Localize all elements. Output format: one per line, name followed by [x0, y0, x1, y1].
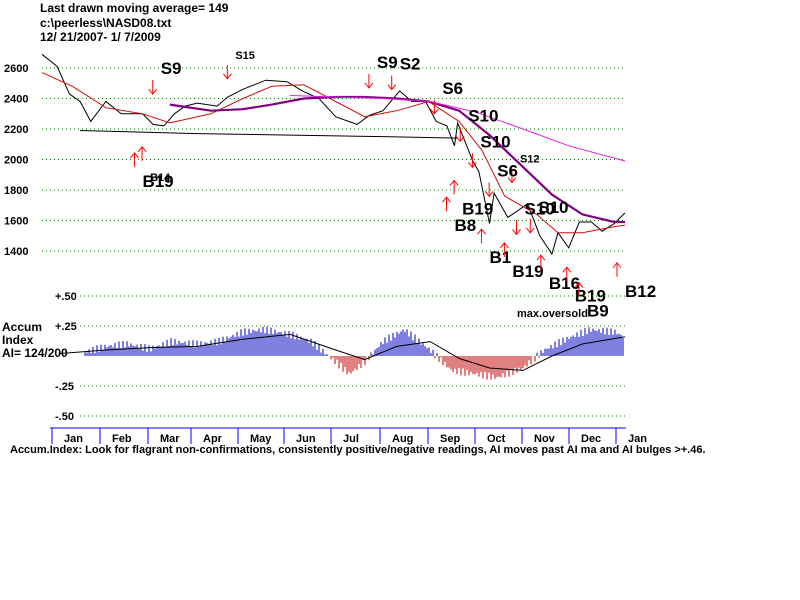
signal-arrow-head — [222, 73, 232, 80]
month-label: Jan — [64, 433, 83, 445]
price-tick-label: 2000 — [4, 155, 28, 167]
price-series-line-4 — [80, 130, 458, 139]
ai-moving-average-line — [58, 333, 626, 371]
signal-arrow-head — [442, 196, 451, 203]
signal-label: B19 — [462, 199, 493, 218]
signal-label: S6 — [497, 161, 518, 180]
signal-label: B19 — [575, 286, 606, 305]
signal-arrow-head — [499, 242, 509, 249]
month-label: Jan — [628, 433, 647, 445]
footer-note: Accum.Index: Look for flagrant non-confi… — [10, 444, 706, 456]
signal-label: B12 — [625, 282, 656, 301]
price-series-line-1 — [41, 72, 626, 234]
signal-label: B19 — [512, 262, 543, 281]
chart-header-line3: 12/ 21/2007- 1/ 7/2009 — [40, 30, 161, 44]
signal-arrow-head — [137, 146, 147, 153]
signal-arrow-head — [512, 229, 521, 236]
signal-label: S15 — [235, 50, 255, 62]
ai-tick-label: +.25 — [55, 321, 77, 333]
price-tick-label: 2200 — [4, 124, 28, 136]
signal-arrow-head — [455, 136, 465, 143]
signal-label: S2 — [400, 55, 421, 74]
ai-tick-label: +.50 — [55, 291, 77, 303]
signal-arrow-head — [612, 261, 622, 269]
month-label: Nov — [534, 433, 556, 445]
month-label: Jun — [296, 433, 316, 445]
signal-arrow-head — [525, 227, 535, 234]
signal-label: S9 — [161, 59, 182, 78]
signal-label: S12 — [520, 154, 540, 166]
signal-arrow-head — [130, 152, 139, 159]
price-tick-label: 1400 — [4, 246, 28, 258]
month-label: Jul — [343, 433, 359, 445]
signal-arrow-head — [148, 88, 158, 95]
signal-label: S10 — [468, 106, 498, 125]
signal-arrow-head — [429, 108, 439, 115]
price-tick-label: 2400 — [4, 94, 28, 106]
accum-label: Accum — [2, 320, 42, 334]
signal-label: B19 — [142, 172, 173, 191]
ai-tick-label: -.25 — [55, 381, 74, 393]
price-series-line-3 — [290, 95, 626, 162]
signal-label: B16 — [549, 274, 580, 293]
price-tick-label: 2600 — [4, 63, 28, 75]
month-label: Apr — [203, 433, 223, 445]
price-series-line-0 — [41, 53, 626, 256]
signal-label: S10 — [538, 198, 568, 217]
signal-arrow-head — [477, 228, 486, 235]
signal-arrow-head — [562, 266, 572, 273]
signal-arrow-head — [574, 281, 584, 288]
signal-arrow-head — [364, 82, 374, 89]
month-label: Dec — [581, 433, 601, 445]
signal-arrow-head — [507, 177, 517, 184]
signal-label: B8 — [455, 216, 477, 235]
index-label: Index — [2, 333, 34, 347]
signal-arrow-head — [536, 254, 546, 261]
signal-arrow-head — [468, 161, 477, 169]
signal-label: B9 — [587, 302, 609, 321]
month-label: Feb — [112, 433, 132, 445]
month-label: Mar — [160, 433, 180, 445]
signal-label: S6 — [442, 79, 463, 98]
month-label: May — [250, 433, 272, 445]
price-tick-label: 1600 — [4, 216, 28, 228]
month-label: Oct — [487, 433, 506, 445]
ai-tick-label: -.50 — [55, 411, 74, 423]
signal-label: B14 — [150, 172, 171, 184]
signal-label: S10 — [525, 199, 555, 218]
signal-arrow-head — [449, 179, 459, 186]
signal-label: B1 — [490, 248, 512, 267]
month-label: Sep — [440, 433, 460, 445]
max-oversold-annotation: max.oversold — [517, 308, 588, 320]
chart-header-line1: Last drawn moving average= 149 — [40, 1, 229, 15]
chart-header-line2: c:\peerless\NASD08.txt — [40, 16, 172, 30]
price-tick-label: 1800 — [4, 185, 28, 197]
month-label: Aug — [392, 433, 413, 445]
signal-label: S10 — [480, 132, 510, 151]
signal-arrow-head — [484, 190, 494, 198]
signal-label: S9 — [377, 53, 398, 72]
signal-arrow-head — [387, 84, 397, 91]
ai-value-label: AI= 124/200 — [2, 346, 68, 360]
